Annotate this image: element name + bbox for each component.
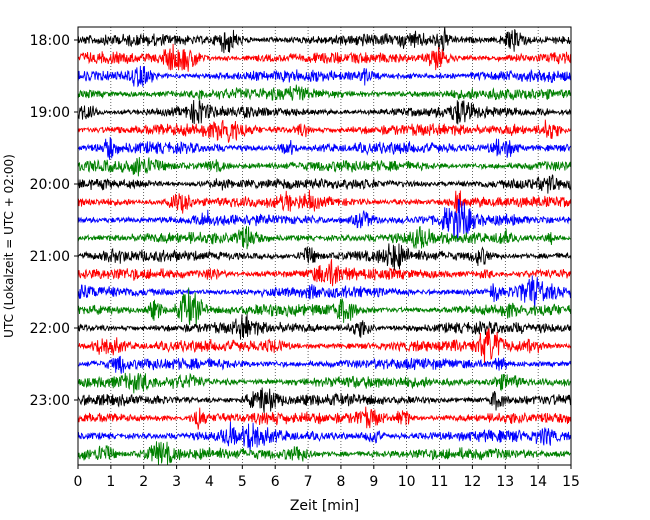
trace-15 bbox=[77, 275, 572, 308]
x-tick-label: 12 bbox=[463, 474, 481, 490]
trace-13 bbox=[77, 243, 572, 271]
y-axis-label: UTC (Lokalzeit = UTC + 02:00) bbox=[2, 154, 16, 338]
x-tick-label: 15 bbox=[562, 474, 580, 490]
trace-8 bbox=[77, 157, 572, 177]
y-tick-label: 19:00 bbox=[30, 105, 70, 121]
x-tick-label: 6 bbox=[271, 474, 280, 490]
x-tick-label: 14 bbox=[529, 474, 547, 490]
trace-3 bbox=[77, 65, 572, 88]
traces bbox=[77, 27, 572, 466]
x-tick-label: 13 bbox=[496, 474, 514, 490]
x-tick-label: 9 bbox=[369, 474, 378, 490]
y-tick-label: 20:00 bbox=[30, 177, 70, 193]
trace-6 bbox=[77, 119, 572, 143]
trace-21 bbox=[77, 387, 572, 413]
trace-9 bbox=[77, 174, 572, 194]
trace-24 bbox=[77, 441, 572, 466]
x-axis-label: Zeit [min] bbox=[290, 498, 359, 514]
y-axis: 18:00 19:00 20:00 21:00 22:00 23:00 bbox=[30, 33, 78, 409]
x-tick-label: 5 bbox=[238, 474, 247, 490]
y-tick-label: 18:00 bbox=[30, 33, 70, 49]
plot-frame bbox=[77, 26, 572, 466]
x-tick-label: 4 bbox=[205, 474, 214, 490]
x-tick-label: 3 bbox=[172, 474, 181, 490]
trace-12 bbox=[77, 225, 572, 250]
trace-22 bbox=[77, 406, 572, 430]
trace-14 bbox=[77, 259, 572, 287]
x-axis: 0 1 2 3 4 5 6 7 8 9 10 11 12 13 14 15 bbox=[74, 465, 580, 490]
trace-18 bbox=[77, 328, 572, 365]
y-tick-label: 22:00 bbox=[30, 321, 70, 337]
x-tick-label: 7 bbox=[304, 474, 313, 490]
x-tick-label: 11 bbox=[431, 474, 449, 490]
trace-19 bbox=[77, 355, 572, 374]
x-tick-label: 10 bbox=[398, 474, 416, 490]
trace-1 bbox=[77, 27, 572, 54]
trace-23 bbox=[77, 421, 572, 454]
trace-16 bbox=[77, 287, 572, 327]
trace-20 bbox=[77, 372, 572, 394]
y-tick-label: 21:00 bbox=[30, 249, 70, 265]
trace-7 bbox=[77, 136, 572, 160]
x-tick-label: 1 bbox=[106, 474, 115, 490]
trace-2 bbox=[77, 43, 572, 72]
x-tick-label: 8 bbox=[336, 474, 345, 490]
trace-4 bbox=[77, 84, 572, 101]
plot-background bbox=[78, 27, 571, 465]
trace-5 bbox=[77, 99, 572, 125]
x-tick-label: 0 bbox=[74, 474, 83, 490]
x-tick-label: 2 bbox=[139, 474, 148, 490]
trace-10 bbox=[77, 189, 572, 214]
y-tick-label: 23:00 bbox=[30, 393, 70, 409]
trace-11 bbox=[77, 198, 572, 242]
